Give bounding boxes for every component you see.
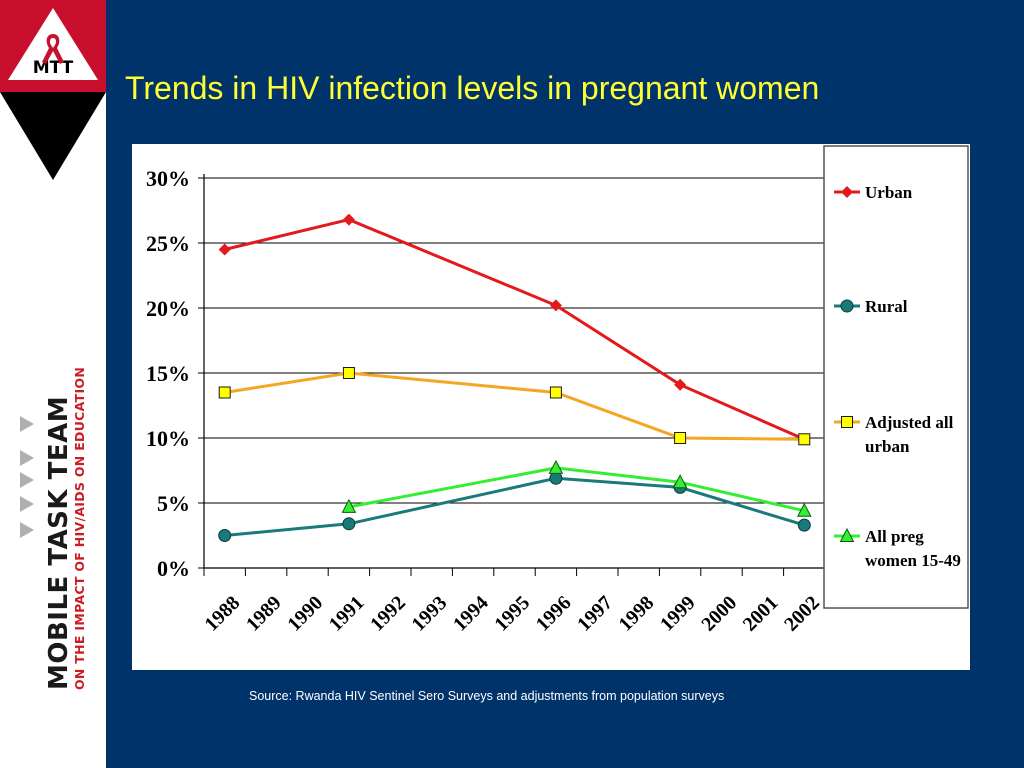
- play-arrow-icon: [20, 416, 34, 432]
- y-tick-label: 5%: [157, 491, 190, 516]
- chart-panel: 0% 5% 10% 15% 20% 25% 30% 1988 1989 1990 1991 1992 1…: [132, 144, 970, 670]
- x-tick-label: 1998: [615, 592, 659, 636]
- legend-label: Urban: [865, 183, 913, 202]
- play-arrow-icon: [20, 472, 34, 488]
- logo-black-triangle: [0, 92, 106, 180]
- slide-title: Trends in HIV infection levels in pregna…: [125, 70, 819, 107]
- data-point: [219, 530, 231, 542]
- series-line: [225, 478, 805, 535]
- x-tick-label: 1992: [366, 592, 410, 636]
- data-point: [343, 368, 354, 379]
- x-tick-label: 1999: [656, 592, 700, 636]
- x-tick-label: 1990: [283, 592, 327, 636]
- data-point: [219, 387, 230, 398]
- y-tick-label: 20%: [146, 296, 190, 321]
- x-tick-label: 1991: [325, 592, 369, 636]
- x-tick-label: 1996: [532, 592, 576, 636]
- series-line: [225, 220, 805, 440]
- data-point: [343, 518, 355, 530]
- y-tick-label: 10%: [146, 426, 190, 451]
- y-tick-label: 25%: [146, 231, 190, 256]
- source-note: Source: Rwanda HIV Sentinel Sero Surveys…: [249, 689, 724, 703]
- data-point: [219, 244, 231, 256]
- x-tick-label: 2000: [697, 592, 741, 636]
- x-tick-label: 2001: [739, 592, 783, 636]
- y-tick-label: 30%: [146, 166, 190, 191]
- logo-mark-text: MTT: [33, 58, 74, 78]
- data-point: [798, 519, 810, 531]
- series-line: [225, 373, 805, 439]
- team-tagline: ON THE IMPACT OF HIV/AIDS ON EDUCATION: [72, 367, 87, 690]
- x-tick-label: 1993: [408, 592, 452, 636]
- play-arrow-icon: [20, 522, 34, 538]
- legend-marker: [841, 300, 853, 312]
- x-tick-label: 1989: [242, 592, 286, 636]
- data-point: [343, 214, 355, 226]
- play-arrow-icon: [20, 496, 34, 512]
- line-chart: 0%5%10%15%20%25%30%198819891990199119921…: [132, 144, 970, 670]
- play-arrow-icon: [20, 450, 34, 466]
- data-point: [550, 387, 561, 398]
- x-tick-label: 2002: [780, 592, 824, 636]
- legend-marker: [842, 417, 853, 428]
- arrow-bullets: [14, 412, 54, 552]
- legend-label: Rural: [865, 297, 908, 316]
- x-tick-label: 1988: [201, 592, 245, 636]
- data-point: [675, 433, 686, 444]
- y-tick-label: 15%: [146, 361, 190, 386]
- x-tick-label: 1995: [490, 592, 534, 636]
- mtt-logo: MTT: [0, 0, 106, 200]
- x-tick-label: 1997: [573, 592, 617, 636]
- y-tick-label: 0%: [157, 556, 190, 581]
- data-point: [550, 472, 562, 484]
- data-point: [799, 434, 810, 445]
- x-tick-label: 1994: [449, 592, 493, 636]
- sidebar: MTT MOBILE TASK TEAM ON THE IMPACT OF HI…: [0, 0, 106, 768]
